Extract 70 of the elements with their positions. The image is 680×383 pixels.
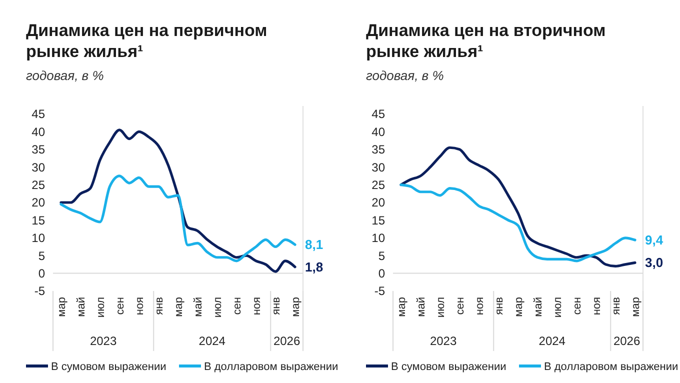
x-tick-label: ноя [474,296,486,316]
y-tick-label: 25 [32,178,46,192]
x-tick-label: май [192,297,204,317]
x-tick-label: май [532,297,544,317]
y-tick-label: 35 [32,142,46,157]
x-tick-label: ноя [251,296,263,316]
y-tick-label: 10 [32,231,46,246]
text: 2023 [90,334,117,348]
y-tick-label: 40 [32,124,46,139]
x-tick-label: мар [513,297,525,317]
y-tick-label: -5 [34,284,46,298]
x-tick-label: май [76,297,88,317]
legend-label: В долларовом выражении [204,360,338,373]
line-series [60,128,296,273]
x-tick-label: июл [552,297,564,318]
data-label: 9,4 [645,232,664,248]
line-series [400,146,636,268]
data-label: 8,1 [305,237,324,252]
x-tick-label: май [416,297,428,317]
x-tick-label: ноя [134,296,146,316]
x-tick-label: ноя [591,296,603,316]
text: 2023 [430,334,457,348]
y-tick-label: 15 [32,213,46,228]
x-tick-label: мар [56,297,68,317]
x-tick-label: мар [290,297,302,317]
y-tick-label: 30 [32,160,46,174]
legend-label: В сумовом выражении [391,360,506,373]
text: 2026 [273,334,300,348]
y-tick-label: 10 [372,231,386,246]
y-tick-label: 35 [372,142,386,157]
y-tick-label: 0 [38,266,46,280]
text: 2024 [198,334,226,348]
y-tick-label: 5 [38,248,46,263]
x-tick-label: янв [270,296,282,315]
x-tick-label: янв [610,296,622,315]
chart-subtitle: годовая, в % [366,68,444,83]
x-tick-label: сен [232,297,244,315]
data-label: 1,8 [305,259,324,274]
chart-title: Динамика цен на первичном рынке жилья¹ [26,21,268,61]
y-tick-label: 25 [372,178,386,192]
text: 2024 [538,334,566,348]
y-tick-label: 20 [372,196,386,210]
y-tick-label: 20 [32,196,46,210]
x-tick-label: сен [114,297,126,315]
line-series [400,184,636,262]
y-tick-label: 40 [372,124,386,139]
x-tick-label: июл [95,297,107,318]
line-series [60,174,296,262]
chart-subtitle: годовая, в % [26,68,104,83]
y-tick-label: -5 [374,284,386,298]
data-label: 3,0 [645,255,664,270]
x-tick-label: сен [572,297,584,315]
y-tick-label: 5 [378,248,386,263]
x-tick-label: янв [494,296,506,315]
y-tick-label: 45 [372,107,386,122]
x-tick-label: июл [435,297,447,318]
y-tick-label: 0 [378,266,386,280]
x-tick-label: янв [154,296,166,315]
y-tick-label: 45 [32,107,46,122]
legend-label: В сумовом выражении [51,360,166,373]
chart-title: Динамика цен на вторичном рынке жилья¹ [366,21,606,61]
x-tick-label: мар [396,297,408,317]
x-tick-label: сен [454,297,466,315]
text: 2026 [613,334,640,348]
x-tick-label: мар [173,297,185,317]
legend-label: В долларовом выражении [544,360,678,373]
x-tick-label: мар [630,297,642,317]
x-tick-label: июл [212,297,224,318]
y-tick-label: 15 [372,213,386,228]
y-tick-label: 30 [372,160,386,174]
